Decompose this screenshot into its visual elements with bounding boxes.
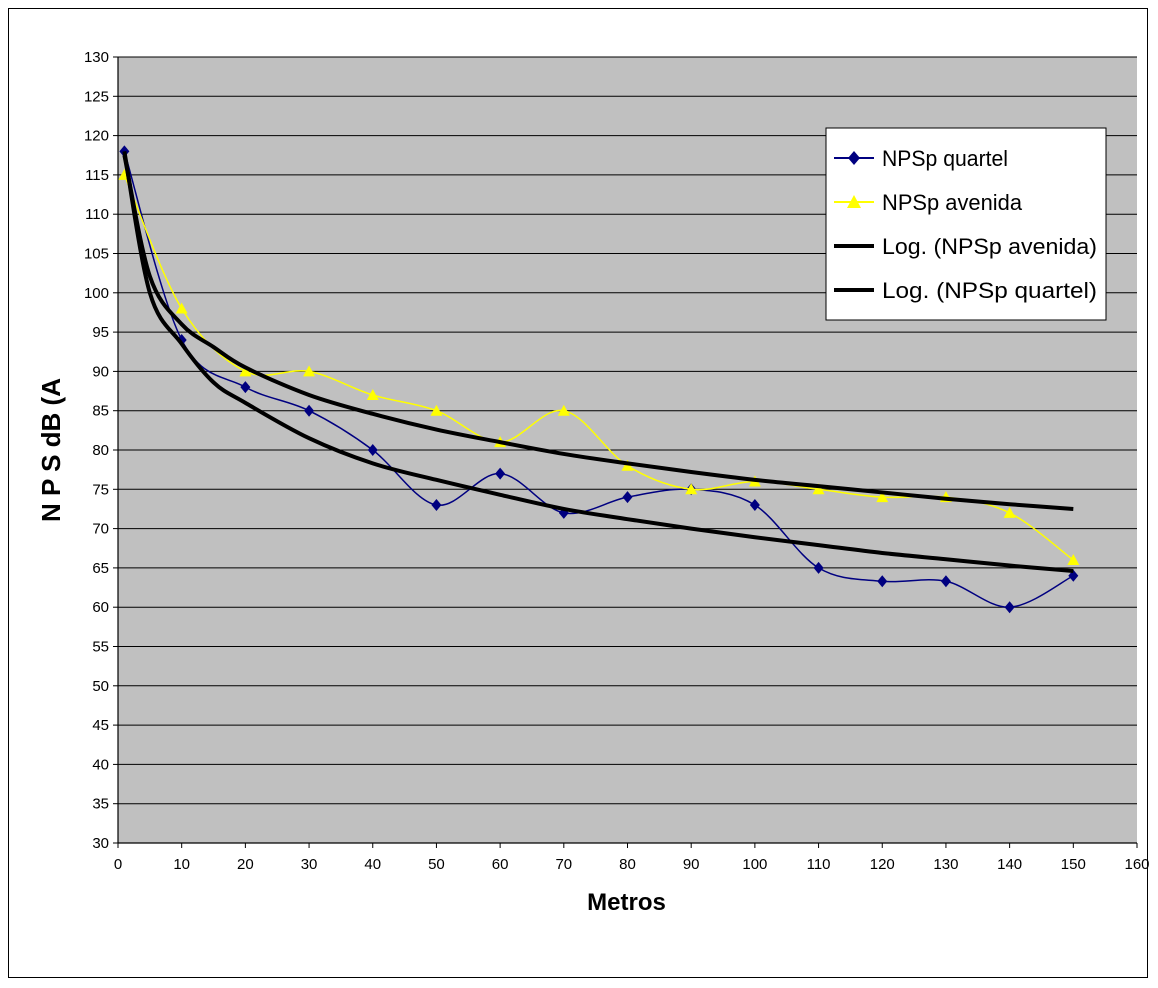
y-tick-label: 40 xyxy=(92,756,109,773)
trendline xyxy=(122,154,1074,511)
data-point xyxy=(622,491,633,504)
y-axis-title: N P S dB (A xyxy=(36,378,66,522)
y-tick-label: 30 xyxy=(92,835,109,852)
x-tick-label: 110 xyxy=(807,856,831,873)
series-log-npsp-quartel xyxy=(122,150,1074,574)
y-tick-label: 85 xyxy=(92,403,109,420)
y-tick-label: 80 xyxy=(92,442,109,459)
y-tick-label: 55 xyxy=(92,639,109,656)
y-tick-label: 75 xyxy=(92,481,109,498)
data-point xyxy=(749,499,760,512)
y-tick-label: 110 xyxy=(85,206,109,223)
legend-item: NPSp quartel xyxy=(834,146,1008,171)
legend-marker xyxy=(847,195,861,208)
x-tick-label: 90 xyxy=(683,856,700,873)
y-tick-label: 35 xyxy=(92,796,109,813)
data-point xyxy=(304,404,315,417)
data-point xyxy=(240,381,251,394)
y-tick-label: 125 xyxy=(84,88,109,105)
series-log-npsp-avenida xyxy=(122,154,1074,511)
y-tick-label: 50 xyxy=(92,678,109,695)
data-point xyxy=(239,365,252,377)
y-tick-label: 130 xyxy=(84,49,109,66)
x-tick-label: 120 xyxy=(870,856,895,873)
x-tick-label: 80 xyxy=(619,856,636,873)
x-tick-label: 130 xyxy=(933,856,958,873)
x-axis-title: Metros xyxy=(587,889,666,916)
legend-item: NPSp avenida xyxy=(834,190,1023,215)
y-axis-ticks: 30 35 40 45 50 55 60 65 70 75 80 85 90 95 100 105 110 115… xyxy=(84,49,118,852)
data-point xyxy=(557,404,570,416)
y-tick-label: 115 xyxy=(85,167,109,184)
x-tick-label: 160 xyxy=(1124,856,1149,873)
data-point xyxy=(367,444,378,456)
legend-label: NPSp quartel xyxy=(882,146,1008,171)
y-tick-label: 70 xyxy=(92,521,109,538)
data-point xyxy=(1067,554,1080,566)
data-point xyxy=(431,499,442,512)
legend: NPSp quartel NPSp avenida Log. (NPSp aveni… xyxy=(825,127,1107,321)
y-tick-label: 60 xyxy=(92,599,109,616)
data-point xyxy=(813,561,824,574)
data-point xyxy=(940,575,951,588)
y-tick-label: 95 xyxy=(92,324,109,341)
legend-label: NPSp avenida xyxy=(882,190,1023,215)
data-point xyxy=(685,483,698,495)
data-point xyxy=(366,388,379,400)
legend-item: Log. (NPSp quartel) xyxy=(834,278,1097,303)
trendline xyxy=(122,150,1074,574)
legend-marker xyxy=(848,151,860,165)
data-point xyxy=(303,365,316,377)
x-tick-label: 70 xyxy=(555,856,572,873)
data-point xyxy=(430,404,443,416)
x-tick-label: 10 xyxy=(173,856,190,873)
x-tick-label: 0 xyxy=(114,856,122,873)
legend-label: Log. (NPSp avenida) xyxy=(882,234,1097,259)
y-tick-label: 90 xyxy=(92,363,109,380)
data-point xyxy=(175,302,188,314)
y-tick-label: 65 xyxy=(92,560,109,577)
series-layer xyxy=(118,145,1080,614)
x-tick-label: 100 xyxy=(742,856,767,873)
x-tick-label: 150 xyxy=(1061,856,1086,873)
data-point xyxy=(1003,506,1016,518)
data-point xyxy=(812,483,825,495)
data-point xyxy=(495,467,506,480)
legend-label: Log. (NPSp quartel) xyxy=(882,278,1097,303)
x-tick-label: 60 xyxy=(492,856,509,873)
data-point xyxy=(1004,601,1015,614)
legend-item: Log. (NPSp avenida) xyxy=(834,234,1097,259)
x-tick-label: 40 xyxy=(364,856,381,873)
y-tick-label: 45 xyxy=(92,717,109,734)
data-point xyxy=(877,575,888,588)
y-tick-label: 105 xyxy=(84,246,109,263)
y-tick-label: 100 xyxy=(84,285,109,302)
x-tick-label: 20 xyxy=(237,856,254,873)
grid-lines xyxy=(118,56,1137,805)
x-tick-label: 30 xyxy=(301,856,318,873)
x-axis-ticks: 0 10 20 30 40 50 60 70 80 90 100 110 120 130 140 150 160 xyxy=(114,843,1150,873)
data-point xyxy=(876,491,889,503)
series-line xyxy=(123,174,1074,561)
x-tick-label: 140 xyxy=(997,856,1022,873)
x-tick-label: 50 xyxy=(428,856,445,873)
y-tick-label: 120 xyxy=(84,128,109,145)
